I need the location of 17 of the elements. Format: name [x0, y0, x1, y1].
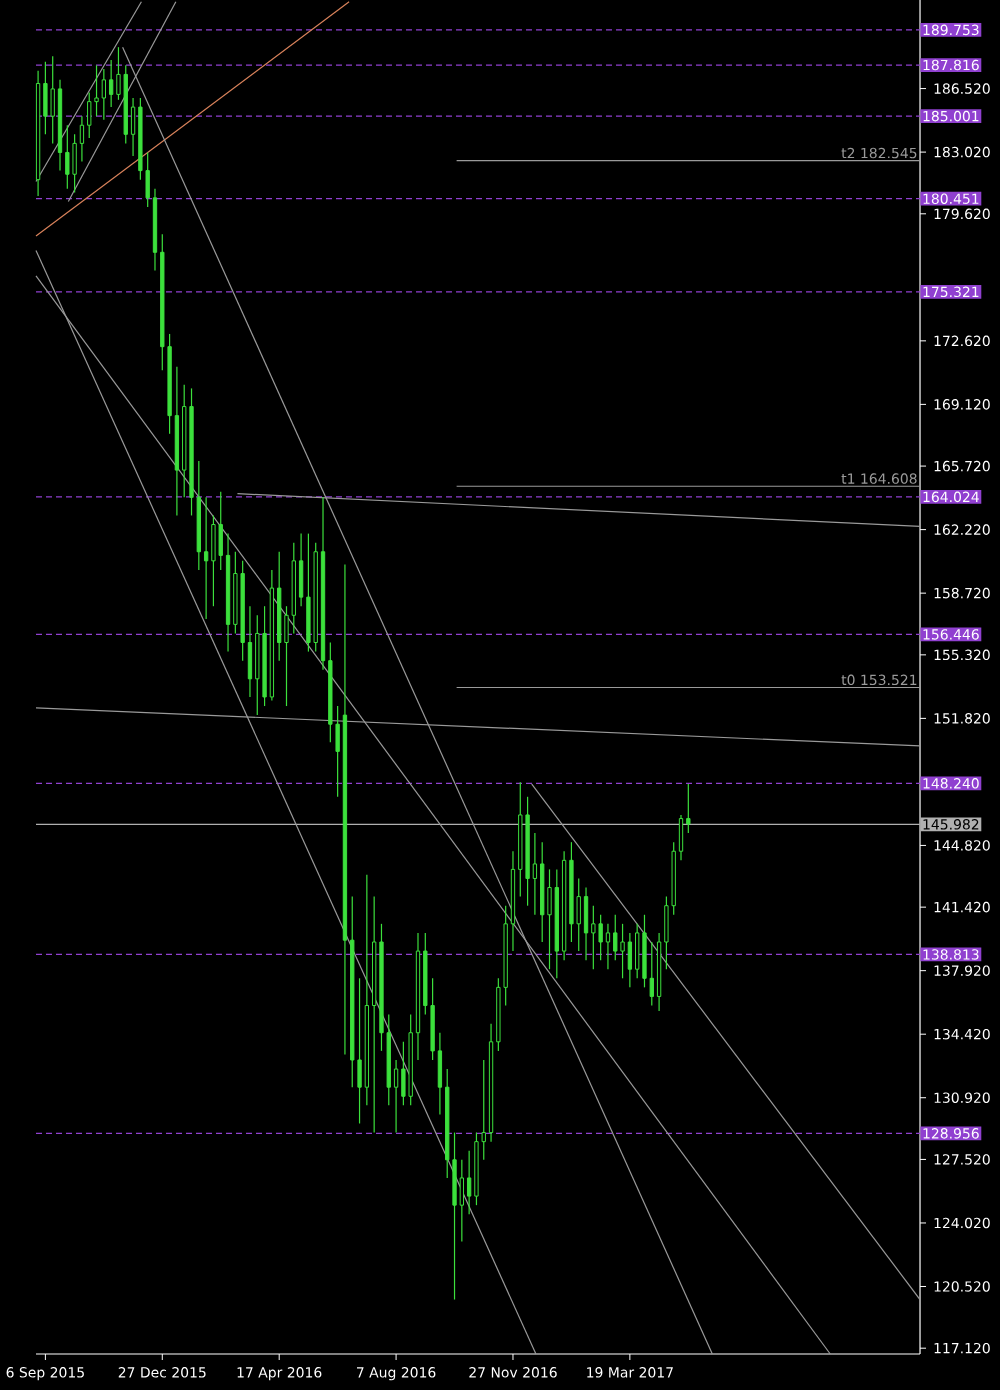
- candlestick: [547, 868, 552, 970]
- candlestick: [598, 914, 603, 961]
- candlestick: [620, 923, 625, 979]
- candlestick: [306, 533, 311, 653]
- candlestick: [203, 496, 209, 620]
- candlestick: [255, 614, 260, 716]
- candlestick: [87, 91, 92, 139]
- candlestick: [627, 932, 633, 988]
- candlestick: [211, 514, 216, 607]
- candlestick: [108, 59, 114, 108]
- candlestick: [72, 133, 77, 193]
- candlestick: [583, 886, 589, 961]
- candlestick: [459, 1159, 464, 1243]
- candlestick: [605, 923, 611, 970]
- candlestick: [613, 914, 618, 961]
- candlestick: [635, 923, 640, 979]
- candlestick: [101, 68, 107, 121]
